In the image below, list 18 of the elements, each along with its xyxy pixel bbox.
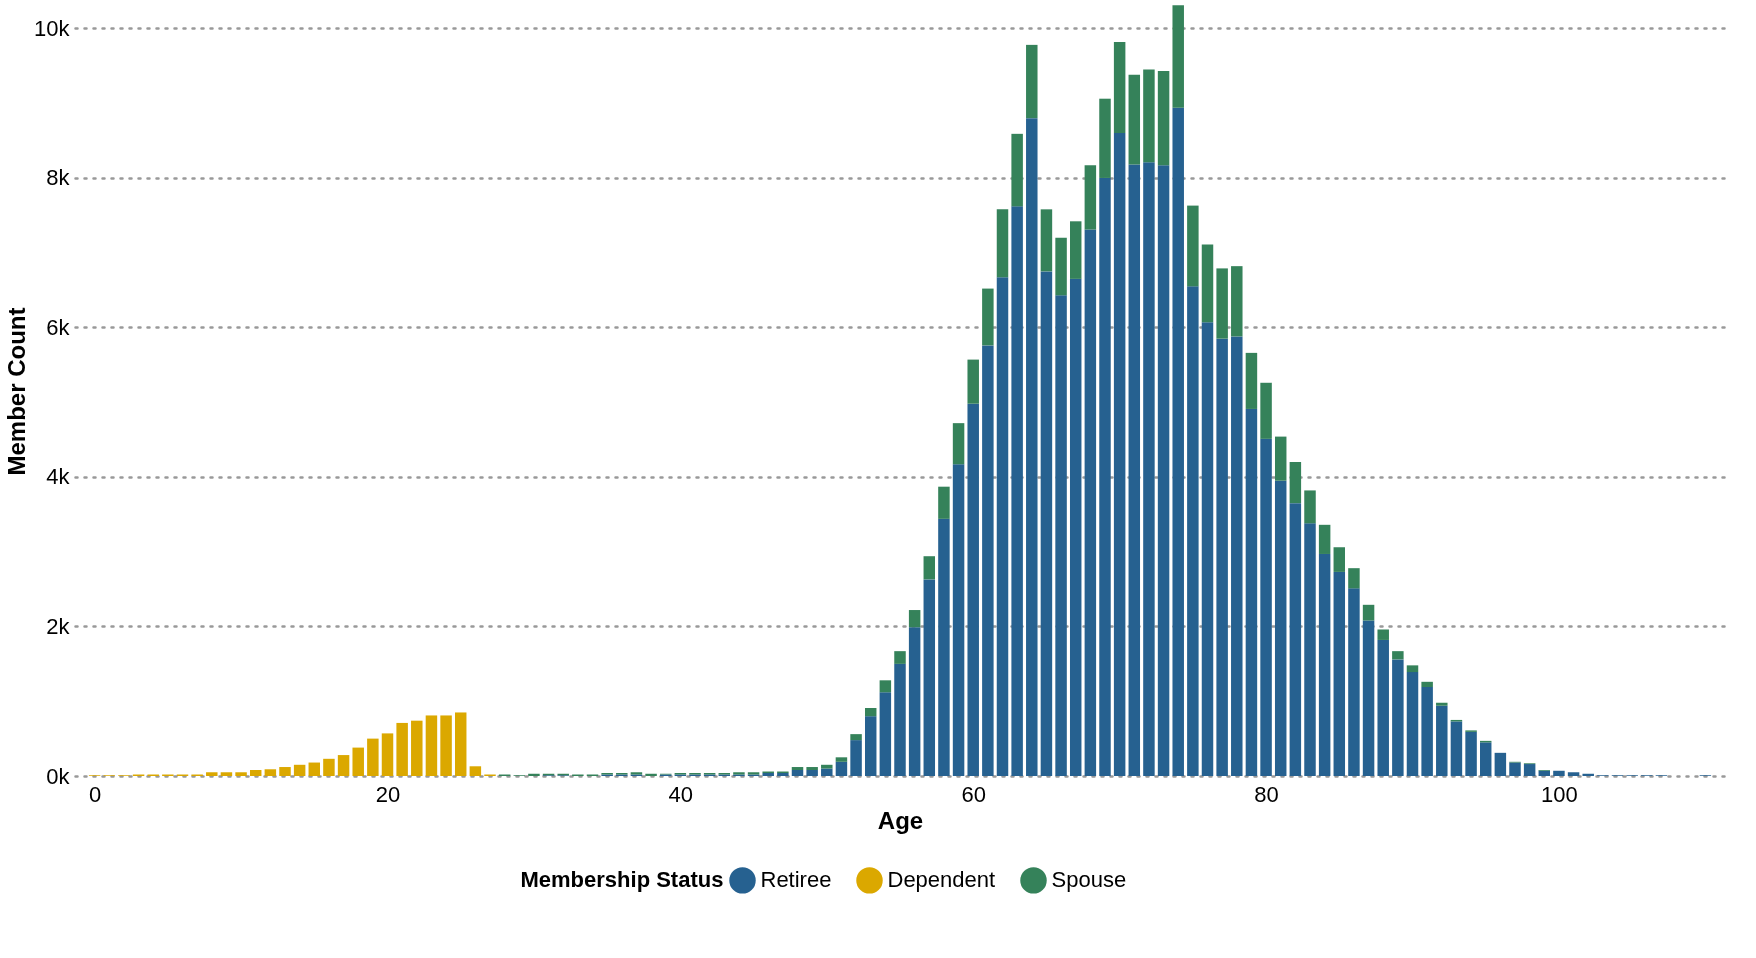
x-tick-label: 40 [668,781,694,807]
legend-label: Retiree [760,867,832,893]
x-tick-label: 60 [961,781,986,807]
x-tick-label: 80 [1254,781,1279,807]
y-tick-label: 4k [46,464,71,490]
y-tick-label: 6k [46,314,71,340]
x-tick-label: 100 [1541,781,1578,807]
y-axis-title: Member Count [3,307,31,476]
y-tick-label: 10k [34,15,71,41]
legend-label: Dependent [887,867,996,893]
y-tick-label: 8k [46,165,71,191]
legend-label: Spouse [1051,867,1127,893]
x-tick-label: 20 [375,781,401,807]
x-tick-label: 0 [89,781,102,807]
y-tick-label: 2k [46,613,71,639]
x-axis-title: Age [877,806,924,834]
y-tick-label: 0k [46,763,71,789]
legend-title: Membership Status [520,867,724,892]
